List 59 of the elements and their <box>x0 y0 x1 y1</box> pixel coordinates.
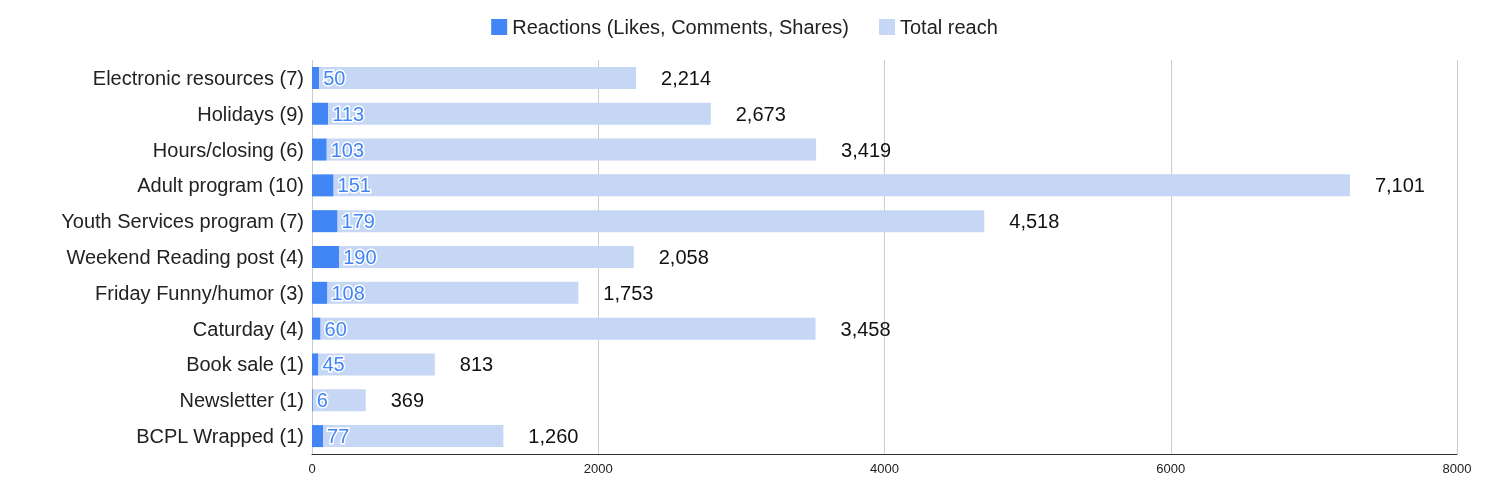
y-tick-label: Book sale (1) <box>186 353 304 376</box>
data-label: 3,419 <box>841 138 892 161</box>
data-label: 3,458 <box>840 317 891 340</box>
data-label: 2,058 <box>658 246 709 268</box>
y-tick-label: Electronic resources (7) <box>92 66 304 89</box>
y-tick-label: Caturday (4) <box>192 317 304 340</box>
bar <box>328 102 711 125</box>
y-tick-label: Holidays (9) <box>197 102 304 125</box>
data-label: 108 <box>331 281 365 304</box>
data-label: 179 <box>341 210 375 233</box>
x-tick-label: 2000 <box>583 461 613 476</box>
y-tick-label: BCPL Wrapped (1) <box>136 425 304 448</box>
data-label: 60 <box>324 317 347 340</box>
bar <box>312 353 319 376</box>
data-label: 50 <box>323 66 346 89</box>
bar <box>333 174 1350 197</box>
data-label: 103 <box>330 138 365 161</box>
bar <box>319 66 637 89</box>
data-label: 7,101 <box>1374 174 1426 197</box>
bar <box>312 66 320 89</box>
bar <box>312 174 334 197</box>
data-label: 45 <box>322 353 345 376</box>
data-label: 151 <box>337 174 371 197</box>
bar <box>327 281 579 304</box>
y-tick-label: Weekend Reading post (4) <box>66 246 304 268</box>
data-label: 113 <box>332 102 365 125</box>
bar <box>312 281 328 304</box>
bar <box>320 317 816 340</box>
data-label: 1,260 <box>528 425 579 448</box>
bar <box>312 210 338 233</box>
bar <box>312 102 329 125</box>
y-tick-label: Hours/closing (6) <box>152 138 304 161</box>
data-label: 6 <box>316 389 328 412</box>
y-tick-label: Youth Services program (7) <box>61 210 304 233</box>
data-label: 2,673 <box>735 102 786 125</box>
data-label: 2,214 <box>661 66 712 89</box>
x-tick-label: 0 <box>308 461 316 476</box>
data-label: 77 <box>327 425 350 448</box>
bar <box>312 425 324 448</box>
data-label: 190 <box>343 246 377 268</box>
bar <box>339 246 634 268</box>
legend-label: Reactions (Likes, Comments, Shares) <box>512 16 849 38</box>
bar <box>337 210 985 233</box>
data-label: 1,753 <box>603 281 654 304</box>
bar <box>323 425 504 448</box>
y-tick-label: Adult program (10) <box>137 174 304 197</box>
x-tick-label: 8000 <box>1442 461 1472 476</box>
data-label: 369 <box>390 389 425 412</box>
bar <box>326 138 817 161</box>
x-tick-label: 4000 <box>870 461 899 476</box>
legend-label: Total reach <box>899 16 998 38</box>
bar <box>312 246 340 268</box>
bar <box>312 317 321 340</box>
bar <box>312 138 327 161</box>
y-tick-label: Friday Funny/humor (3) <box>95 281 304 304</box>
data-label: 4,518 <box>1009 210 1060 233</box>
y-tick-label: Newsletter (1) <box>179 389 304 412</box>
data-label: 813 <box>459 353 494 376</box>
x-tick-label: 6000 <box>1156 461 1186 476</box>
